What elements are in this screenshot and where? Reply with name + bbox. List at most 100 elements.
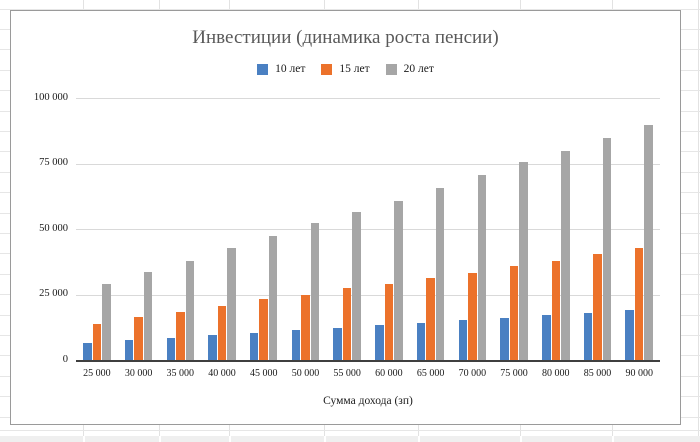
bar-group-50000	[285, 98, 327, 360]
bar-20-лет	[394, 200, 403, 360]
sheet-bottom-row	[0, 436, 700, 442]
bar-20-лет	[143, 271, 153, 360]
sheet-row-line	[0, 8, 700, 10]
bar-group-90000	[618, 98, 660, 360]
bar-15-лет	[468, 272, 477, 360]
bar-group-45000	[243, 98, 285, 360]
chart-legend: 10 лет 15 лет 20 лет	[11, 63, 680, 75]
bar-10-лет	[542, 315, 551, 360]
x-tick-label: 65 000	[416, 368, 445, 379]
bar-group-70000	[451, 98, 493, 360]
x-tick-label: 40 000	[208, 368, 236, 379]
bar-group-25000	[76, 98, 118, 360]
bar-20-лет	[644, 124, 653, 360]
bar-20-лет	[227, 248, 236, 360]
x-tick-label: 35 000	[166, 368, 195, 379]
x-tick-label: 60 000	[375, 368, 403, 379]
sheet-column-separator	[82, 436, 85, 442]
bar-10-лет	[458, 320, 468, 360]
bar-15-лет	[509, 266, 519, 360]
bar-10-лет	[375, 325, 384, 360]
legend-label: 15 лет	[339, 63, 370, 75]
x-tick-label: 55 000	[333, 368, 361, 379]
bar-10-лет	[291, 330, 301, 360]
bar-10-лет	[83, 342, 92, 360]
bar-10-лет	[416, 322, 426, 360]
bar-group-60000	[368, 98, 410, 360]
sheet-column-line	[698, 0, 699, 442]
y-tick-label: 75 000	[39, 157, 68, 168]
gridline-50000	[76, 229, 660, 230]
bar-15-лет	[551, 260, 561, 360]
gridline-25000	[76, 294, 660, 296]
sheet-column-separator	[520, 436, 522, 442]
legend-item-20-лет: 20 лет	[385, 63, 434, 75]
y-tick-label: 0	[62, 353, 68, 365]
bar-10-лет	[249, 332, 259, 360]
x-tick-label: 25 000	[83, 368, 111, 379]
bar-10-лет	[124, 340, 134, 360]
bar-20-лет	[602, 138, 612, 360]
bar-10-лет	[625, 310, 634, 360]
x-tick-label: 80 000	[542, 368, 570, 379]
bar-10-лет	[583, 313, 593, 360]
bar-10-лет	[500, 318, 509, 360]
bar-20-лет	[519, 162, 528, 360]
bar-20-лет	[435, 188, 445, 360]
x-tick-label: 70 000	[458, 368, 487, 379]
bar-group-75000	[493, 98, 535, 360]
y-tick-label: 25 000	[39, 288, 68, 299]
sheet-row-line	[0, 429, 700, 431]
bar-group-30000	[118, 98, 160, 360]
bar-15-лет	[259, 299, 268, 360]
bar-20-лет	[310, 223, 320, 360]
bar-15-лет	[176, 312, 185, 360]
legend-label: 20 лет	[403, 63, 434, 75]
legend-swatch-icon	[321, 63, 333, 75]
legend-item-15-лет: 15 лет	[321, 63, 370, 75]
bar-15-лет	[301, 294, 310, 360]
bar-20-лет	[268, 236, 278, 360]
legend-label: 10 лет	[275, 63, 306, 75]
bar-group-55000	[326, 98, 368, 360]
sheet-column-separator	[324, 436, 326, 442]
bar-20-лет	[477, 175, 487, 360]
gridline-75000	[76, 163, 660, 165]
bar-15-лет	[593, 254, 602, 360]
x-tick-label: 50 000	[291, 368, 320, 379]
bar-10-лет	[208, 335, 217, 360]
bar-group-85000	[577, 98, 619, 360]
bar-group-65000	[410, 98, 452, 360]
plot-area: 0 25 000 50 000 75 000 100 000 25 000 30 000 3…	[34, 92, 660, 407]
bar-15-лет	[342, 288, 352, 360]
x-axis-title: Сумма дохода (зп)	[323, 395, 413, 407]
chart-area[interactable]: Инвестиции (динамика роста пенсии) 10 ле…	[10, 10, 681, 425]
bar-10-лет	[333, 327, 342, 360]
x-axis-tick-labels: 25 000 30 000 35 000 40 000 45 000 50 000 55 0…	[76, 362, 660, 379]
bar-20-лет	[352, 211, 361, 360]
bar-20-лет	[561, 150, 570, 360]
bar-group-35000	[159, 98, 201, 360]
x-tick-label: 30 000	[124, 368, 153, 379]
bar-group-80000	[535, 98, 577, 360]
bar-group-40000	[201, 98, 243, 360]
legend-swatch-icon	[257, 63, 269, 75]
bar-15-лет	[426, 277, 435, 360]
legend-swatch-icon	[385, 63, 397, 75]
sheet-column-separator	[229, 436, 231, 442]
gridline-100000	[76, 98, 660, 99]
y-tick-label: 100 000	[33, 91, 68, 103]
sheet-column-separator	[417, 436, 420, 442]
bar-15-лет	[217, 306, 227, 360]
bar-20-лет	[185, 260, 195, 360]
bar-15-лет	[134, 317, 143, 360]
x-tick-label: 90 000	[625, 368, 653, 379]
bar-15-лет	[634, 247, 644, 360]
x-tick-label: 45 000	[249, 368, 278, 379]
y-tick-label: 50 000	[39, 222, 68, 234]
bar-15-лет	[384, 284, 394, 360]
legend-item-10-лет: 10 лет	[257, 63, 305, 75]
bar-10-лет	[166, 337, 176, 360]
bar-series-container	[76, 98, 660, 360]
